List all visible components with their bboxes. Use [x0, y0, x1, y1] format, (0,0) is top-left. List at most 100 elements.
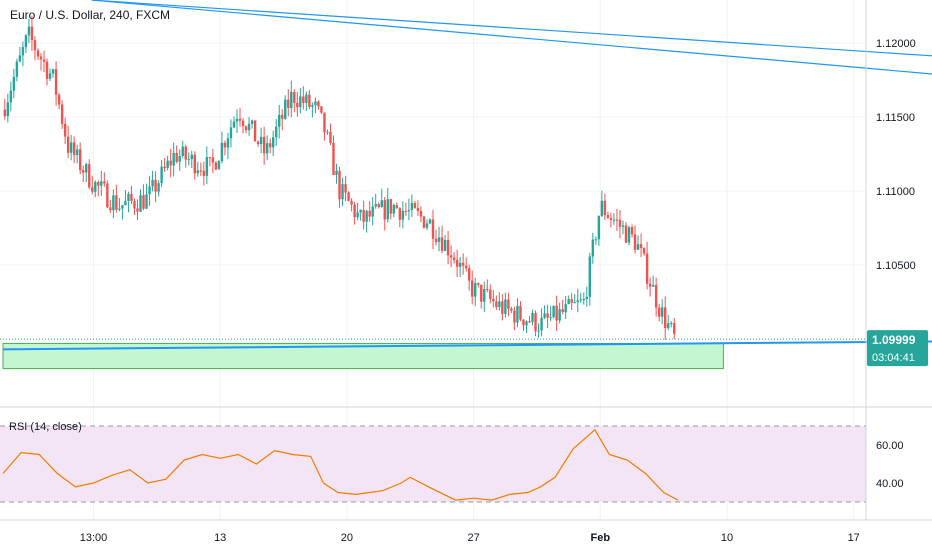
candle-body	[579, 299, 582, 301]
candle-body	[63, 123, 67, 137]
candle-body	[419, 210, 423, 217]
candle-body	[398, 208, 402, 220]
candle-body	[437, 237, 441, 242]
candlestick-series	[3, 15, 676, 340]
candle-body	[362, 209, 365, 222]
time-tick-label: 27	[467, 532, 479, 544]
candle-body	[57, 94, 61, 105]
candle-body	[91, 187, 94, 192]
candle-body	[308, 94, 311, 107]
candle-body	[386, 199, 389, 220]
candle-body	[199, 170, 203, 172]
candle-body	[18, 55, 22, 62]
rsi-tick-label: 40.00	[876, 478, 904, 490]
candle-body	[389, 199, 392, 214]
candle-body	[184, 146, 187, 160]
candle-body	[534, 312, 537, 332]
time-tick-label: 13:00	[80, 532, 108, 544]
candle-body	[507, 299, 510, 309]
candle-body	[235, 118, 239, 122]
candle-body	[326, 131, 329, 133]
rsi-title: RSI (14, close)	[9, 421, 82, 433]
candle-body	[639, 244, 643, 249]
candle-body	[549, 317, 552, 319]
candle-body	[6, 102, 10, 117]
candle-body	[112, 195, 115, 211]
candle-body	[202, 170, 206, 176]
candle-body	[552, 305, 555, 318]
candle-body	[452, 257, 456, 261]
candle-body	[163, 166, 166, 169]
symbol-title: Euro / U.S. Dollar, 240, FXCM	[10, 8, 170, 22]
candle-body	[576, 300, 579, 303]
candle-body	[350, 200, 353, 205]
candle-body	[564, 303, 567, 313]
candle-body	[187, 159, 190, 161]
candle-body	[555, 305, 558, 321]
candle-body	[431, 219, 435, 239]
candle-body	[24, 35, 28, 48]
candle-body	[573, 302, 576, 304]
candle-body	[48, 73, 52, 79]
candle-body	[471, 280, 474, 297]
bar-countdown-label: 03:04:41	[872, 352, 915, 364]
candle-body	[543, 313, 546, 318]
candle-body	[296, 102, 299, 108]
candle-body	[226, 138, 230, 148]
candle-body	[275, 126, 278, 138]
candle-body	[645, 253, 649, 284]
candle-body	[353, 204, 356, 218]
candle-body	[287, 99, 290, 108]
candle-body	[139, 195, 142, 212]
candle-body	[311, 105, 314, 107]
candle-body	[489, 289, 492, 299]
candle-body	[356, 212, 359, 218]
current-price-label: 1.09999	[872, 333, 916, 347]
candle-body	[127, 193, 130, 201]
candle-body	[94, 182, 97, 192]
candle-body	[510, 308, 513, 311]
candle-body	[88, 164, 91, 188]
candle-body	[45, 61, 49, 79]
candle-body	[449, 255, 453, 258]
candle-body	[371, 206, 374, 217]
candle-body	[600, 200, 604, 216]
candle-body	[567, 299, 570, 304]
candle-body	[660, 307, 664, 317]
candle-body	[142, 195, 145, 209]
candle-body	[368, 210, 371, 217]
candle-body	[458, 262, 462, 267]
candle-body	[60, 104, 64, 124]
rsi-tick-label: 60.00	[876, 440, 904, 452]
candle-body	[498, 301, 501, 307]
time-tick-label: 17	[848, 532, 860, 544]
candle-body	[561, 309, 564, 313]
candle-body	[633, 234, 637, 250]
candle-body	[365, 210, 368, 222]
time-tick-label: Feb	[591, 532, 611, 544]
candle-body	[359, 209, 362, 213]
candle-body	[380, 200, 383, 208]
candle-body	[124, 200, 127, 206]
candle-body	[21, 47, 25, 56]
candle-body	[220, 142, 224, 162]
candle-body	[232, 121, 236, 128]
candle-body	[594, 239, 598, 241]
candle-body	[259, 136, 263, 145]
candle-body	[443, 239, 447, 251]
candle-body	[335, 170, 338, 175]
candle-body	[395, 205, 399, 209]
candle-body	[169, 160, 172, 166]
trendlines[interactable]	[2, 0, 932, 351]
candle-body	[588, 256, 592, 297]
price-tick-label: 1.11000	[876, 186, 915, 198]
candle-body	[190, 154, 193, 160]
candle-body	[244, 126, 248, 131]
candle-body	[540, 317, 543, 331]
candle-body	[281, 114, 284, 119]
candle-body	[154, 179, 157, 192]
candle-body	[3, 109, 7, 117]
price-tick-label: 1.12000	[876, 38, 916, 50]
candle-body	[36, 50, 40, 57]
